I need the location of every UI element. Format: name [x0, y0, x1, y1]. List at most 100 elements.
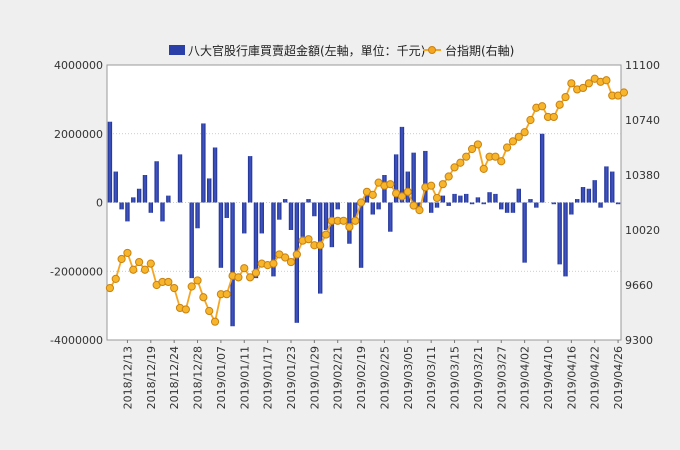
line-point	[462, 152, 471, 161]
bar	[434, 202, 440, 208]
bar	[247, 156, 253, 203]
bar	[487, 192, 492, 203]
y-left-tick-label: -4000000	[50, 334, 103, 347]
y-left-tick-label: 2000000	[54, 128, 103, 141]
bar	[166, 195, 171, 203]
bar	[592, 180, 597, 203]
y-right-tick-label: 10380	[625, 169, 660, 182]
bar	[586, 188, 592, 203]
line-point	[555, 100, 564, 109]
bar	[300, 202, 305, 237]
bar	[399, 126, 405, 203]
y-right-tick-label: 11100	[625, 59, 660, 72]
bar	[417, 202, 422, 208]
bar	[131, 197, 136, 203]
bar	[580, 187, 586, 203]
line-point	[351, 216, 360, 225]
bar	[207, 178, 212, 203]
line-point	[199, 293, 208, 302]
bar	[277, 202, 282, 220]
line-point	[316, 241, 325, 250]
line-point	[432, 193, 442, 203]
line-point	[205, 306, 214, 316]
line-point	[514, 132, 523, 141]
x-tick-label: 2019/04/02	[519, 346, 532, 409]
legend-bar-label: 八大官股行庫買賣超金額(左軸，單位：千元)	[188, 43, 425, 58]
bar	[294, 202, 300, 323]
bar	[388, 202, 393, 232]
legend: 八大官股行庫買賣超金額(左軸，單位：千元) 台指期(右軸)	[169, 43, 514, 58]
x-tick-label: 2019/01/17	[262, 346, 275, 409]
line-point	[520, 128, 529, 137]
y-right-tick-label: 9660	[625, 279, 653, 292]
line-point	[602, 76, 611, 85]
line-point	[561, 92, 570, 102]
bar	[125, 202, 130, 222]
x-tick-label: 2018/12/19	[145, 346, 158, 409]
line-point	[251, 268, 261, 277]
bar	[551, 202, 557, 205]
legend-line-label: 台指期(右軸)	[445, 43, 514, 58]
bar	[224, 202, 229, 218]
line-point	[111, 274, 120, 283]
line-point	[438, 180, 447, 189]
line-point	[117, 254, 126, 264]
bar	[119, 202, 124, 210]
line-point	[508, 137, 518, 146]
bar	[136, 188, 142, 203]
bar	[253, 202, 259, 279]
bar	[522, 202, 527, 263]
bar	[376, 202, 381, 210]
bar	[323, 202, 329, 230]
line-point	[246, 273, 255, 282]
bar	[446, 202, 451, 206]
bar	[353, 202, 358, 224]
bar	[499, 202, 504, 210]
line-point	[193, 276, 202, 285]
y-left-tick-label: -2000000	[50, 265, 103, 278]
bar	[510, 202, 516, 213]
x-tick-label: 2018/12/13	[121, 346, 134, 409]
bar	[271, 202, 276, 277]
bar	[615, 202, 621, 205]
x-tick-label: 2019/04/10	[542, 346, 555, 409]
bar	[504, 202, 510, 213]
bar	[282, 199, 288, 203]
line-point	[345, 222, 354, 232]
line-point	[497, 157, 506, 166]
line-point	[240, 264, 249, 273]
line-point	[140, 265, 150, 274]
line-point	[269, 259, 278, 268]
bar	[598, 202, 603, 208]
y-left-tick-label: 4000000	[54, 59, 103, 72]
line-point	[526, 115, 535, 125]
line-point	[210, 317, 220, 326]
bar	[469, 202, 475, 205]
line-point	[129, 265, 138, 274]
x-tick-label: 2019/02/21	[332, 346, 345, 409]
line-point	[538, 102, 547, 111]
bar	[242, 202, 247, 234]
bar	[107, 121, 113, 203]
x-tick-label: 2019/04/26	[612, 346, 625, 409]
x-tick-label: 2019/04/16	[565, 346, 578, 409]
line-point	[473, 140, 482, 149]
bar	[428, 202, 434, 213]
line-point	[450, 163, 459, 172]
bar	[288, 202, 294, 230]
line-point	[386, 180, 395, 189]
bar	[569, 202, 574, 215]
line-point	[409, 201, 418, 210]
bar	[335, 202, 340, 210]
line-point	[281, 253, 290, 262]
y-right-tick-label: 10740	[625, 114, 660, 127]
bar	[405, 171, 410, 203]
bar	[534, 202, 539, 208]
bar	[306, 199, 311, 203]
line-point	[339, 216, 348, 225]
line-point	[467, 144, 477, 154]
bar	[312, 202, 317, 217]
line-point	[304, 235, 313, 244]
bar	[142, 175, 148, 203]
line-point	[368, 190, 377, 199]
